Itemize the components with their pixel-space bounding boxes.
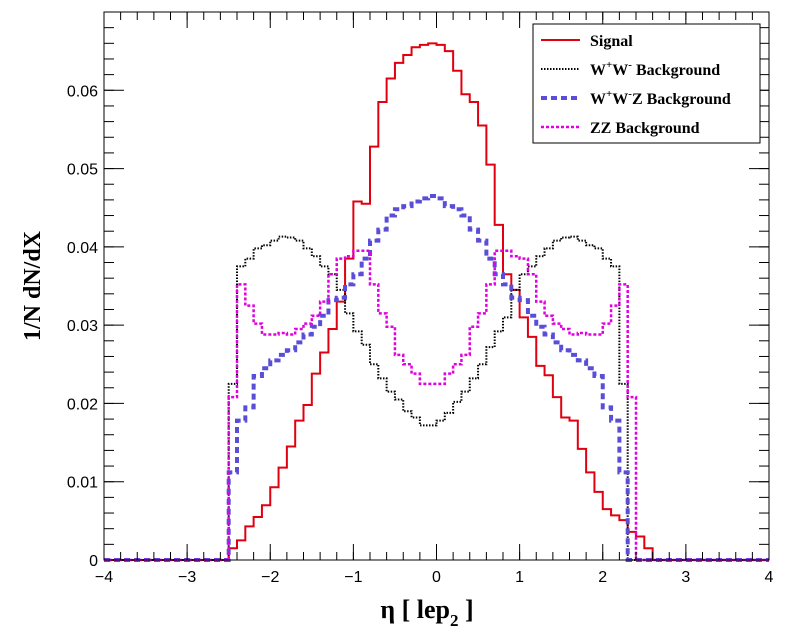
y-tick-label: 0.04 bbox=[67, 240, 98, 257]
series-line-w-w-z-background bbox=[104, 193, 769, 562]
series-line-signal bbox=[104, 42, 769, 561]
legend-ww-w2: W bbox=[612, 62, 628, 79]
y-axis: 0 0.01 0.02 0.03 0.04 0.05 0.06 bbox=[67, 11, 769, 570]
x-axis-title-main: η [ lep bbox=[380, 595, 450, 624]
series-layer bbox=[104, 42, 769, 562]
legend-ww-sup-minus: - bbox=[628, 59, 632, 71]
series-line-w-w-background bbox=[104, 235, 769, 561]
y-tick-label: 0.06 bbox=[67, 83, 98, 100]
legend-box bbox=[532, 23, 761, 144]
x-tick-label: 0 bbox=[432, 569, 441, 586]
x-tick-label: 2 bbox=[598, 569, 607, 586]
x-tick-label: 4 bbox=[765, 569, 774, 586]
legend-wwz-w2: W bbox=[612, 91, 628, 108]
legend-label-zz: ZZ Background bbox=[590, 120, 700, 137]
y-tick-label: 0.03 bbox=[67, 318, 98, 335]
x-tick-label: 3 bbox=[681, 569, 690, 586]
legend-wwz-sup-plus: + bbox=[606, 88, 612, 100]
legend-label-wwz: W+W-Z Background bbox=[590, 88, 731, 108]
legend-ww-sup-plus: + bbox=[606, 59, 612, 71]
legend-label-ww: W+W- Background bbox=[590, 59, 720, 79]
x-tick-label: −2 bbox=[261, 569, 279, 586]
legend-wwz-sup-minus: - bbox=[628, 88, 632, 100]
legend-wwz-w1: W bbox=[590, 91, 606, 108]
x-axis-title: η [ lep2 ] bbox=[380, 595, 473, 630]
legend-ww-w1: W bbox=[590, 62, 606, 79]
y-tick-label: 0.02 bbox=[67, 396, 98, 413]
x-tick-label: −4 bbox=[95, 569, 113, 586]
y-axis-title: 1/N dN/dX bbox=[20, 230, 46, 341]
series-line-zz-background bbox=[104, 249, 769, 562]
legend-ww-rest: Background bbox=[632, 62, 720, 79]
x-tick-label: 1 bbox=[515, 569, 524, 586]
x-axis-title-subscript: 2 bbox=[450, 611, 459, 630]
x-tick-label: −3 bbox=[178, 569, 196, 586]
y-tick-label: 0.01 bbox=[67, 475, 98, 492]
legend: Signal W+W- Background W+W-Z Background … bbox=[532, 23, 761, 144]
x-axis: −4 −3 −2 −1 0 1 2 3 4 bbox=[95, 12, 774, 586]
y-tick-label: 0 bbox=[89, 553, 98, 570]
legend-label-signal: Signal bbox=[590, 33, 633, 50]
x-tick-label: −1 bbox=[344, 569, 362, 586]
x-axis-title-end: ] bbox=[458, 595, 473, 624]
legend-wwz-rest: Z Background bbox=[632, 91, 731, 108]
y-tick-label: 0.05 bbox=[67, 162, 98, 179]
